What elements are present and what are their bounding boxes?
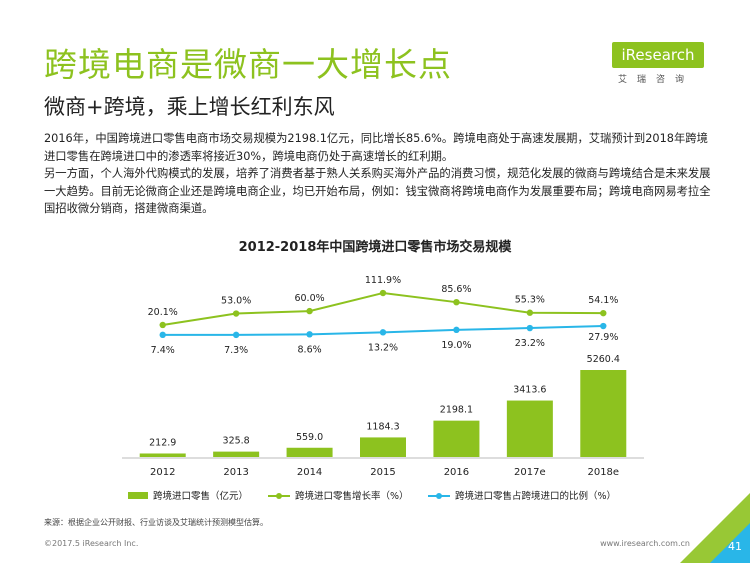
iresearch-logo: iResearch 艾瑞咨询 xyxy=(612,42,712,92)
bar-label-2013: 325.8 xyxy=(223,436,250,447)
growth-point-2014 xyxy=(306,307,313,315)
growth-label-2017e: 55.3% xyxy=(515,295,545,306)
bar-2017e xyxy=(506,400,553,457)
ratio-point-2014 xyxy=(306,331,313,338)
bar-2018e xyxy=(580,370,627,457)
growth-label-2016: 85.6% xyxy=(441,284,471,295)
logo-brand-cn: 艾瑞咨询 xyxy=(618,75,695,85)
growth-point-2016 xyxy=(453,298,460,306)
ratio-point-2017e xyxy=(526,324,534,332)
corner-decoration-blue xyxy=(710,523,750,563)
growth-label-2015: 111.9% xyxy=(365,275,401,286)
legend-dot-ratio xyxy=(436,493,442,499)
ratio-point-2013 xyxy=(232,331,240,339)
source-note: 来源：根据企业公开财报、行业访谈及艾瑞统计预测模型估算。 xyxy=(44,518,268,527)
page-title: 跨境电商是微商一大增长点 xyxy=(44,45,452,84)
market-size-chart: 212.9 325.8 559.0 1184.3 2198.1 3413.6 5260.4 2… xyxy=(122,275,644,502)
legend-label-ratio: 跨境进口零售占跨境进口的比例（%） xyxy=(455,490,616,502)
x-tick-2012: 2012 xyxy=(150,467,175,478)
ratio-point-2018e xyxy=(600,322,607,330)
ratio-label-2017e: 23.2% xyxy=(515,338,545,349)
ratio-point-2015 xyxy=(379,329,387,336)
ratio-label-2013: 7.3% xyxy=(224,345,248,356)
growth-label-2012: 20.1% xyxy=(148,307,178,318)
legend-swatch-bars xyxy=(128,492,148,499)
legend-label-growth: 跨境进口零售增长率（%） xyxy=(295,490,409,502)
page-number: 41 xyxy=(728,540,742,553)
ratio-label-2014: 8.6% xyxy=(298,344,322,355)
x-tick-2018e: 2018e xyxy=(587,467,619,478)
growth-point-2018e xyxy=(600,309,607,317)
x-tick-2015: 2015 xyxy=(370,467,395,478)
growth-point-2013 xyxy=(232,310,240,317)
x-tick-2017e: 2017e xyxy=(514,467,546,478)
body-text: 2016年，中国跨境进口零售电商市场交易规模为2198.1亿元，同比增长85.6… xyxy=(44,130,714,218)
body-paragraph-2: 另一方面，个人海外代购模式的发展，培养了消费者基于熟人关系购买海外产品的消费习惯… xyxy=(44,167,711,215)
growth-label-2014: 60.0% xyxy=(294,293,324,304)
ratio-point-2016 xyxy=(453,326,460,334)
bar-2013 xyxy=(213,451,260,457)
bar-label-2016: 2198.1 xyxy=(440,405,473,416)
bar-label-2012: 212.9 xyxy=(149,437,176,448)
legend-label-bars: 跨境进口零售（亿元） xyxy=(153,490,248,502)
ratio-point-2012 xyxy=(159,331,166,339)
copyright: ©2017.5 iResearch Inc. xyxy=(44,539,139,548)
growth-point-2012 xyxy=(159,321,166,329)
bar-label-2018e: 5260.4 xyxy=(587,354,620,365)
bar-2016 xyxy=(433,420,480,457)
logo-brand: iResearch xyxy=(612,42,704,68)
growth-point-2015 xyxy=(379,289,387,297)
page-subtitle: 微商+跨境，乘上增长红利东风 xyxy=(44,95,335,119)
bar-2014 xyxy=(286,447,333,457)
growth-point-2017e xyxy=(526,309,534,316)
ratio-label-2012: 7.4% xyxy=(151,345,175,356)
ratio-label-2015: 13.2% xyxy=(368,342,398,353)
body-paragraph-1: 2016年，中国跨境进口零售电商市场交易规模为2198.1亿元，同比增长85.6… xyxy=(44,132,708,163)
website: www.iresearch.com.cn xyxy=(600,539,690,548)
bar-2012 xyxy=(139,453,186,457)
bar-label-2014: 559.0 xyxy=(296,432,323,443)
x-tick-2013: 2013 xyxy=(223,467,248,478)
ratio-label-2016: 19.0% xyxy=(441,340,471,351)
growth-label-2013: 53.0% xyxy=(221,296,251,307)
ratio-label-2018e: 27.9% xyxy=(588,332,618,343)
x-tick-2014: 2014 xyxy=(297,467,322,478)
legend-dot-growth xyxy=(276,493,282,499)
growth-label-2018e: 54.1% xyxy=(588,295,618,306)
bar-label-2017e: 3413.6 xyxy=(513,385,546,396)
bar-label-2015: 1184.3 xyxy=(366,421,399,432)
chart-title: 2012-2018年中国跨境进口零售市场交易规模 xyxy=(238,240,512,255)
bar-2015 xyxy=(360,437,406,457)
x-tick-2016: 2016 xyxy=(444,467,469,478)
